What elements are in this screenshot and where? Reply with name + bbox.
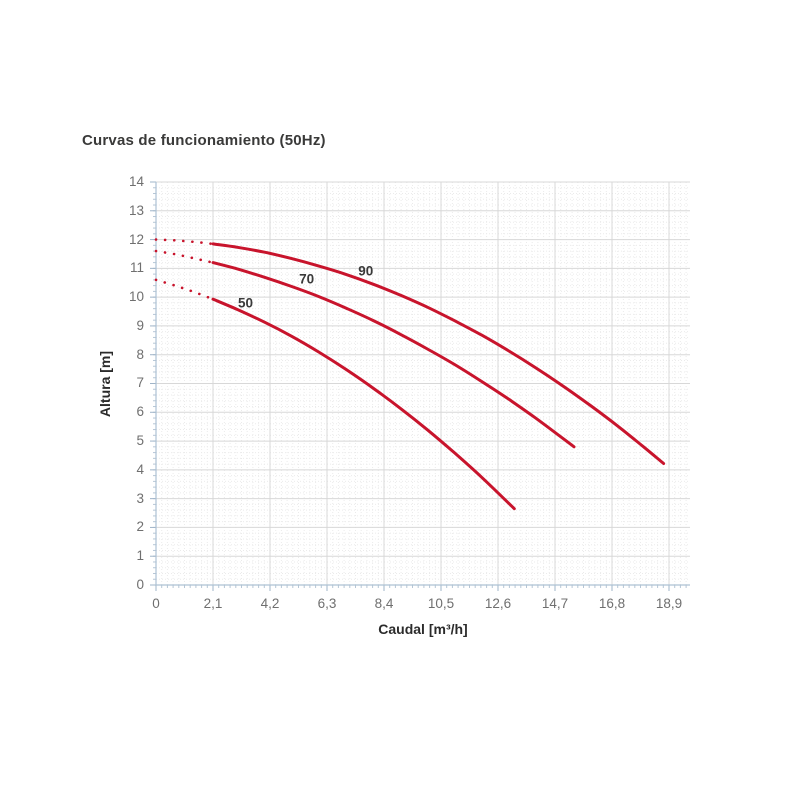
chart-title: Curvas de funcionamiento (50Hz) xyxy=(82,132,326,149)
x-tick-label: 12,6 xyxy=(484,596,512,611)
x-tick-label: 6,3 xyxy=(317,596,337,611)
y-tick-label: 5 xyxy=(136,433,144,449)
curve-70 xyxy=(211,261,576,449)
curve-90-dotted-segment xyxy=(154,238,215,246)
y-tick-label: 12 xyxy=(128,231,144,247)
y-tick-label: 3 xyxy=(136,490,144,506)
pump-curves xyxy=(154,238,666,511)
y-tick-label: 0 xyxy=(136,577,144,592)
y-tick-label: 7 xyxy=(136,375,144,391)
curve-50 xyxy=(211,297,516,511)
y-tick-label: 1 xyxy=(136,548,144,564)
curve-50-dotted-segment xyxy=(154,278,215,301)
curve-90 xyxy=(211,242,666,465)
y-tick-label: 2 xyxy=(136,519,144,535)
y-tick-label: 10 xyxy=(128,289,144,305)
curve-label-50: 50 xyxy=(238,295,254,311)
x-tick-label: 8,4 xyxy=(374,596,394,611)
x-tick-label: 14,7 xyxy=(541,596,569,611)
y-tick-label: 11 xyxy=(129,260,144,276)
curve-label-70: 70 xyxy=(299,271,315,287)
y-tick-label: 9 xyxy=(136,317,144,333)
curve-label-90: 90 xyxy=(358,263,374,279)
y-tick-label: 6 xyxy=(136,404,144,420)
y-tick-label: 14 xyxy=(128,173,144,189)
x-tick-label: 10,5 xyxy=(427,596,455,611)
y-axis-title: Altura [m] xyxy=(97,350,113,418)
x-axis-title: Caudal [m³/h] xyxy=(378,621,468,637)
x-tick-label: 18,9 xyxy=(655,596,683,611)
x-tick-label: 2,1 xyxy=(203,596,223,611)
major-gridlines xyxy=(155,181,690,586)
y-tick-label: 4 xyxy=(136,461,144,477)
x-tick-label: 16,8 xyxy=(598,596,626,611)
x-tick-label: 4,2 xyxy=(260,596,280,611)
curve-70-dotted-segment xyxy=(154,249,215,264)
y-tick-label: 13 xyxy=(128,202,144,218)
axes xyxy=(150,181,690,591)
x-tick-label: 0 xyxy=(152,596,160,611)
y-tick-label: 8 xyxy=(136,346,144,362)
